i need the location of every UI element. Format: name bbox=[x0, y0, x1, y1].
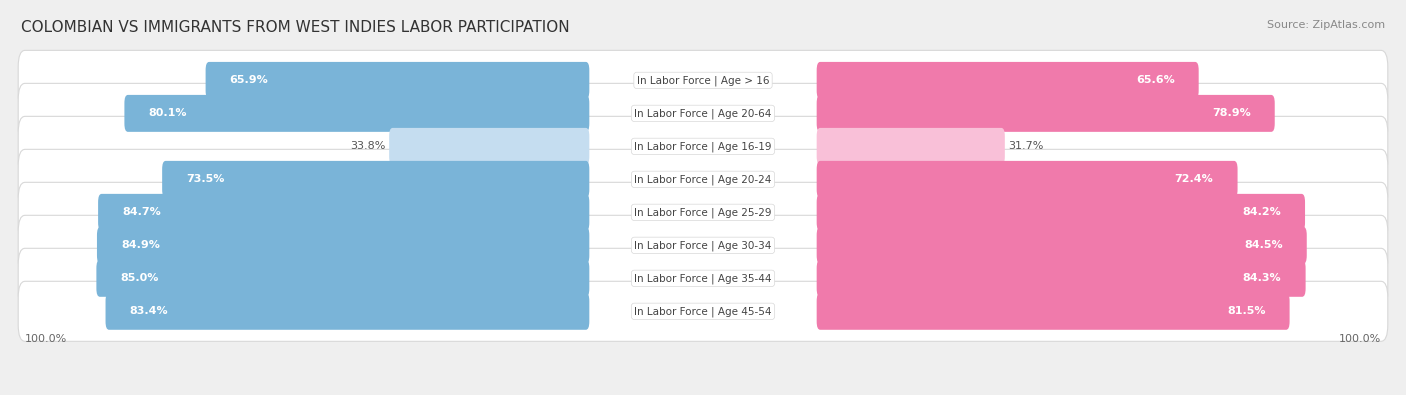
Text: 84.2%: 84.2% bbox=[1241, 207, 1281, 217]
Text: In Labor Force | Age 20-24: In Labor Force | Age 20-24 bbox=[634, 174, 772, 184]
FancyBboxPatch shape bbox=[389, 128, 589, 165]
FancyBboxPatch shape bbox=[18, 281, 1388, 341]
Text: In Labor Force | Age 16-19: In Labor Force | Age 16-19 bbox=[634, 141, 772, 152]
FancyBboxPatch shape bbox=[97, 227, 589, 264]
FancyBboxPatch shape bbox=[18, 117, 1388, 177]
Text: In Labor Force | Age 35-44: In Labor Force | Age 35-44 bbox=[634, 273, 772, 284]
Text: 31.7%: 31.7% bbox=[1008, 141, 1043, 151]
Text: COLOMBIAN VS IMMIGRANTS FROM WEST INDIES LABOR PARTICIPATION: COLOMBIAN VS IMMIGRANTS FROM WEST INDIES… bbox=[21, 20, 569, 35]
FancyBboxPatch shape bbox=[817, 62, 1199, 99]
FancyBboxPatch shape bbox=[98, 194, 589, 231]
FancyBboxPatch shape bbox=[124, 95, 589, 132]
Text: 100.0%: 100.0% bbox=[25, 334, 67, 344]
Text: 84.9%: 84.9% bbox=[121, 240, 160, 250]
Legend: Colombian, Immigrants from West Indies: Colombian, Immigrants from West Indies bbox=[540, 393, 866, 395]
Text: 73.5%: 73.5% bbox=[186, 174, 225, 184]
FancyBboxPatch shape bbox=[817, 161, 1237, 198]
Text: 72.4%: 72.4% bbox=[1174, 174, 1213, 184]
Text: 100.0%: 100.0% bbox=[1339, 334, 1381, 344]
Text: In Labor Force | Age 25-29: In Labor Force | Age 25-29 bbox=[634, 207, 772, 218]
FancyBboxPatch shape bbox=[18, 83, 1388, 143]
Text: 81.5%: 81.5% bbox=[1227, 306, 1265, 316]
FancyBboxPatch shape bbox=[817, 227, 1306, 264]
FancyBboxPatch shape bbox=[18, 51, 1388, 111]
Text: 83.4%: 83.4% bbox=[129, 306, 169, 316]
Text: 84.3%: 84.3% bbox=[1243, 273, 1281, 283]
FancyBboxPatch shape bbox=[817, 260, 1306, 297]
FancyBboxPatch shape bbox=[18, 149, 1388, 209]
Text: 84.7%: 84.7% bbox=[122, 207, 160, 217]
FancyBboxPatch shape bbox=[18, 248, 1388, 308]
FancyBboxPatch shape bbox=[817, 194, 1305, 231]
FancyBboxPatch shape bbox=[105, 293, 589, 330]
Text: In Labor Force | Age 20-64: In Labor Force | Age 20-64 bbox=[634, 108, 772, 118]
Text: In Labor Force | Age 45-54: In Labor Force | Age 45-54 bbox=[634, 306, 772, 316]
FancyBboxPatch shape bbox=[817, 293, 1289, 330]
FancyBboxPatch shape bbox=[97, 260, 589, 297]
FancyBboxPatch shape bbox=[18, 215, 1388, 275]
Text: Source: ZipAtlas.com: Source: ZipAtlas.com bbox=[1267, 20, 1385, 30]
Text: 78.9%: 78.9% bbox=[1212, 108, 1250, 118]
Text: 84.5%: 84.5% bbox=[1244, 240, 1282, 250]
Text: 65.9%: 65.9% bbox=[229, 75, 269, 85]
FancyBboxPatch shape bbox=[18, 182, 1388, 243]
Text: 85.0%: 85.0% bbox=[121, 273, 159, 283]
Text: 33.8%: 33.8% bbox=[350, 141, 385, 151]
FancyBboxPatch shape bbox=[162, 161, 589, 198]
Text: 80.1%: 80.1% bbox=[149, 108, 187, 118]
FancyBboxPatch shape bbox=[817, 95, 1275, 132]
Text: In Labor Force | Age 30-34: In Labor Force | Age 30-34 bbox=[634, 240, 772, 250]
FancyBboxPatch shape bbox=[205, 62, 589, 99]
FancyBboxPatch shape bbox=[817, 128, 1005, 165]
Text: 65.6%: 65.6% bbox=[1136, 75, 1174, 85]
Text: In Labor Force | Age > 16: In Labor Force | Age > 16 bbox=[637, 75, 769, 86]
